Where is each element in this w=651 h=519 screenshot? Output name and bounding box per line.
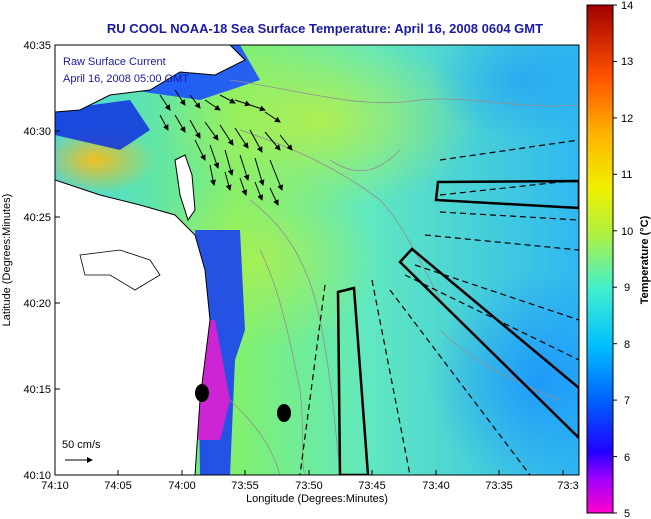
x-tick-label: 74:00 [168,480,196,492]
sandy-hook [174,154,196,222]
cool-region-ne [430,45,579,140]
x-tick-label: 74:05 [104,480,132,492]
y-tick-label: 40:30 [23,126,51,138]
colorbar: 14 13 12 11 10 9 8 7 6 5 Temperature (°C… [586,0,651,519]
x-tick-label: 74:10 [41,480,69,492]
x-tick-label: 73:40 [422,480,450,492]
colorbar-tick: 11 [621,169,632,181]
x-axis: 74:10 74:05 74:00 73:55 73:50 73:45 73:4… [41,470,579,505]
x-tick-label: 73:3 [557,480,578,492]
scale-label: 50 cm/s [62,439,101,451]
colorbar-label: Temperature (°C) [639,215,651,304]
x-tick-label: 73:50 [295,480,323,492]
colorbar-tick: 9 [624,282,630,294]
colorbar-tick: 14 [621,0,633,12]
sst-field [55,45,579,475]
colorbar-tick: 8 [624,339,630,351]
colorbar-tick: 7 [624,395,630,407]
cool-region-se [430,270,579,475]
legend-line-1: Raw Surface Current [63,56,166,68]
surface-current-vectors [159,89,293,206]
station-marker-1 [195,384,209,402]
colorbar-tick: 13 [621,56,633,68]
y-axis-label: Latitude (Degrees:Minutes) [1,194,13,327]
map-title: RU COOL NOAA-18 Sea Surface Temperature:… [107,21,543,36]
x-tick-label: 73:35 [485,480,513,492]
y-axis: 40:35 40:30 40:25 40:20 40:15 40:10 Lati… [1,40,60,482]
radial-dashed-lines [299,139,579,475]
colorbar-tick: 6 [624,452,630,464]
colorbar-tick: 5 [624,508,630,519]
x-tick-label: 73:45 [358,480,386,492]
land-north [55,45,246,113]
y-tick-label: 40:20 [23,298,51,310]
colorbar-ramp [586,4,614,514]
disposal-area-southeast [398,247,579,440]
colorbar-tick: 12 [621,113,633,125]
x-axis-label: Longitude (Degrees:Minutes) [246,493,388,505]
y-tick-label: 40:10 [23,470,51,482]
x-tick-label: 73:55 [231,480,259,492]
disposal-area-east [434,179,579,210]
legend-line-2: April 16, 2008 05:00 GMT [63,73,189,85]
y-tick-label: 40:25 [23,212,51,224]
colorbar-tick: 10 [621,226,633,238]
y-tick-label: 40:15 [23,384,51,396]
cold-nearshore-north [55,100,150,150]
disposal-area-south [336,286,370,475]
inland-river [79,249,161,291]
y-tick-label: 40:35 [23,40,51,52]
station-marker-2 [277,404,291,422]
plot-frame [54,44,580,476]
land-west [55,179,211,475]
